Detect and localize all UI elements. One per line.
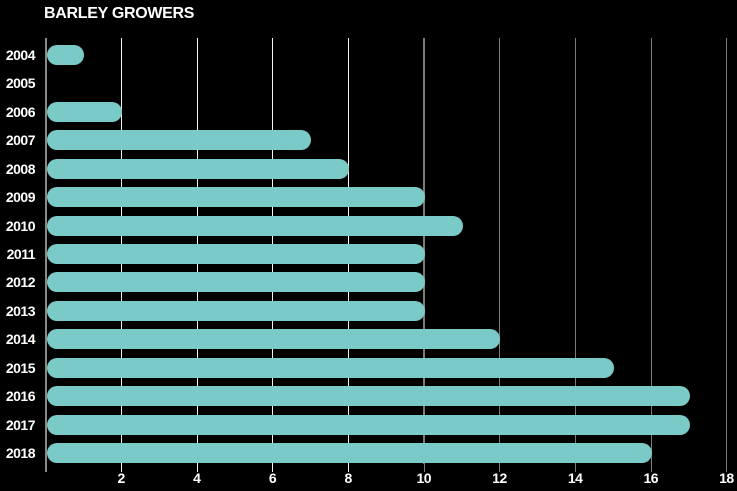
bar-2016	[46, 386, 690, 407]
year-label-2018: 2018	[5, 445, 36, 462]
y-axis-line	[44, 38, 47, 472]
year-label-2017: 2017	[5, 416, 36, 433]
bar-2013	[46, 300, 425, 321]
year-label-2009: 2009	[5, 189, 36, 206]
x-tick-label-6: 6	[268, 470, 277, 486]
gridline-18	[726, 38, 728, 464]
x-tick-label-4: 4	[193, 470, 201, 486]
tick-mark-6	[272, 464, 274, 472]
year-label-2012: 2012	[5, 274, 36, 291]
bar-2014	[46, 329, 501, 350]
tick-mark-2	[121, 464, 123, 472]
tick-mark-10	[423, 464, 425, 472]
year-label-2016: 2016	[5, 388, 36, 405]
year-label-2007: 2007	[5, 132, 36, 149]
gridline-12	[499, 38, 501, 464]
x-tick-label-16: 16	[643, 470, 659, 486]
tick-mark-18	[726, 464, 728, 472]
x-tick-label-10: 10	[416, 470, 432, 486]
year-label-2006: 2006	[5, 103, 36, 120]
tick-mark-14	[575, 464, 577, 472]
year-label-2015: 2015	[5, 359, 36, 376]
x-tick-label-2: 2	[117, 470, 126, 486]
bar-2012	[46, 272, 425, 293]
bar-2006	[46, 101, 123, 122]
x-tick-label-18: 18	[719, 470, 734, 486]
tick-mark-12	[499, 464, 501, 472]
chart-title: BARLEY GROWERS	[44, 5, 195, 22]
bar-2017	[46, 414, 690, 435]
bar-2007	[46, 130, 312, 151]
year-label-2013: 2013	[5, 302, 36, 319]
tick-mark-16	[650, 464, 652, 472]
year-label-2011: 2011	[6, 246, 36, 262]
bar-2011	[46, 244, 425, 264]
year-label-2014: 2014	[5, 331, 36, 348]
gridline-16	[650, 38, 652, 464]
bar-2010	[46, 215, 463, 236]
bar-2015	[46, 357, 614, 378]
year-label-2010: 2010	[5, 217, 36, 234]
x-tick-label-8: 8	[344, 470, 352, 486]
x-tick-label-12: 12	[492, 470, 507, 486]
bar-2008	[46, 158, 350, 179]
tick-mark-4	[196, 464, 198, 472]
year-label-2005: 2005	[5, 75, 36, 92]
x-tick-label-14: 14	[567, 470, 583, 486]
bar-2004	[46, 45, 85, 65]
year-label-2008: 2008	[5, 160, 36, 177]
plot-area: 2 4 6 8 10 12 14 16 18	[44, 38, 737, 486]
bar-2018	[46, 443, 652, 464]
gridline-14	[575, 38, 577, 464]
bar-2009	[46, 187, 425, 208]
year-label-2004: 2004	[5, 47, 36, 63]
tick-mark-8	[348, 464, 350, 472]
